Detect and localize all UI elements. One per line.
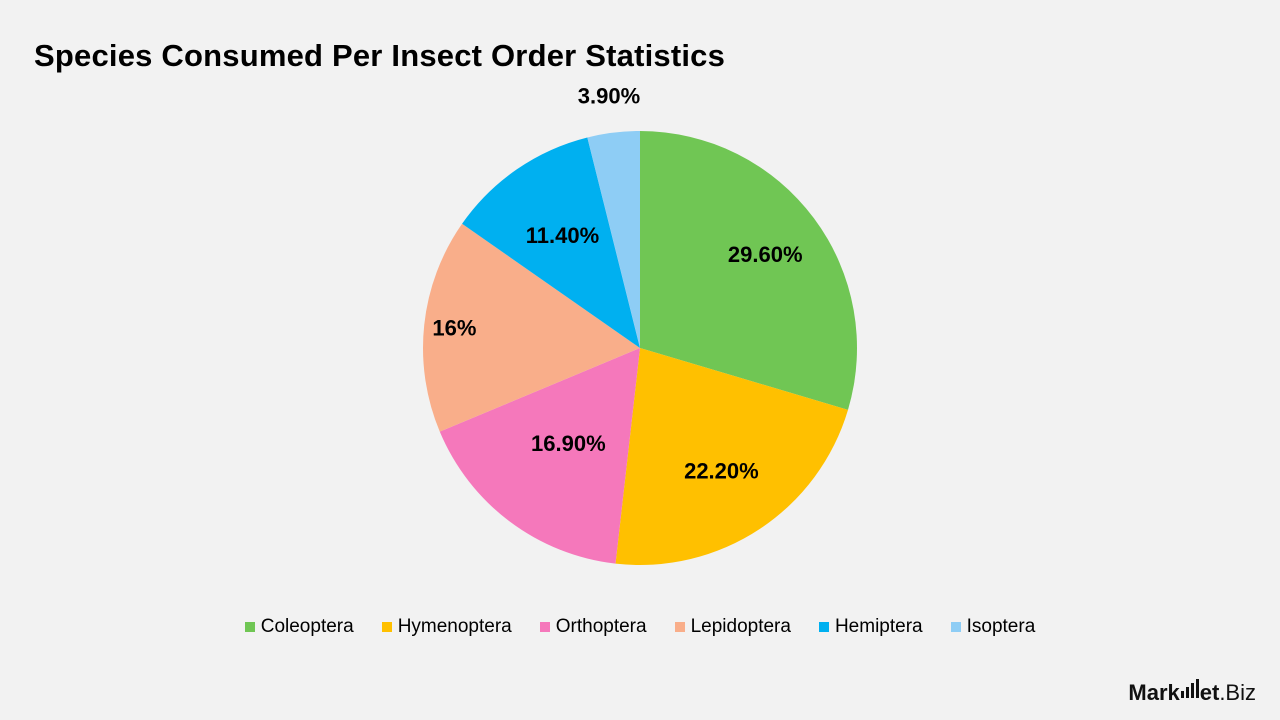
legend-label: Hymenoptera: [397, 616, 512, 637]
data-label-isoptera: 3.90%: [578, 84, 640, 109]
legend-label: Hemiptera: [834, 616, 923, 637]
data-label-lepidoptera: 16%: [432, 316, 476, 341]
pie-slice-hemiptera: [462, 137, 640, 348]
legend-swatch: [950, 622, 961, 632]
legend-item-coleoptera: Coleoptera: [244, 616, 354, 638]
legend-label: Orthoptera: [555, 616, 647, 637]
brand-logo: Mark et .Biz: [1128, 679, 1256, 706]
brand-text-part2: et: [1199, 680, 1220, 705]
legend-item-lepidoptera: Lepidoptera: [674, 616, 791, 638]
pie-slice-lepidoptera: [423, 223, 640, 432]
data-label-orthoptera: 16.90%: [531, 431, 606, 456]
legend-swatch: [539, 622, 550, 632]
pie-slice-hymenoptera: [615, 348, 848, 565]
legend-label: Lepidoptera: [690, 616, 791, 637]
pie-slice-coleoptera: [640, 131, 857, 410]
legend-item-isoptera: Isoptera: [950, 616, 1036, 638]
legend-swatch: [674, 622, 685, 632]
pie-slice-isoptera: [587, 131, 640, 348]
data-label-coleoptera: 29.60%: [728, 242, 803, 267]
legend-swatch: [381, 622, 392, 632]
legend-swatch: [244, 622, 255, 632]
data-label-hemiptera: 11.40%: [526, 223, 599, 248]
bar-chart-icon: [1180, 679, 1199, 698]
brand-text-part1: Mark: [1128, 680, 1180, 705]
data-label-hymenoptera: 22.20%: [684, 459, 759, 484]
legend-item-hemiptera: Hemiptera: [818, 616, 923, 638]
legend-label: Coleoptera: [260, 616, 354, 637]
chart-legend: Coleoptera Hymenoptera Orthoptera Lepidopte…: [0, 616, 1280, 638]
chart-title: Species Consumed Per Insect Order Statis…: [34, 38, 726, 73]
legend-item-orthoptera: Orthoptera: [539, 616, 647, 638]
brand-text-part3: .Biz: [1219, 680, 1256, 705]
legend-label: Isoptera: [966, 616, 1036, 637]
pie-slice-orthoptera: [439, 348, 640, 564]
legend-item-hymenoptera: Hymenoptera: [381, 616, 512, 638]
legend-swatch: [818, 622, 829, 632]
